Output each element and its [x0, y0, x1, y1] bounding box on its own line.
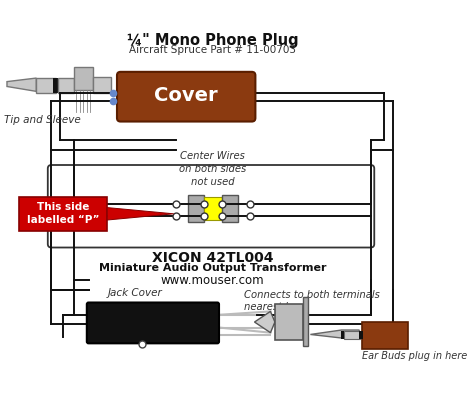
Text: Jack Cover: Jack Cover — [108, 288, 163, 298]
Bar — [359, 331, 363, 339]
Text: Cover: Cover — [155, 86, 218, 105]
Bar — [275, 304, 303, 340]
Text: Ear Buds plug in here: Ear Buds plug in here — [362, 351, 467, 361]
Bar — [303, 297, 308, 346]
Polygon shape — [255, 311, 275, 333]
Bar — [93, 77, 111, 93]
Bar — [57, 78, 73, 93]
Text: This side
labelled “P”: This side labelled “P” — [27, 202, 99, 226]
FancyBboxPatch shape — [117, 72, 255, 121]
Bar — [204, 197, 222, 220]
Bar — [53, 78, 57, 93]
Polygon shape — [310, 330, 359, 338]
Text: XICON 42TL004: XICON 42TL004 — [152, 251, 273, 265]
Polygon shape — [7, 78, 36, 91]
Text: Aircraft Spruce Part # 11-00703: Aircraft Spruce Part # 11-00703 — [129, 45, 296, 55]
Bar — [36, 78, 56, 93]
Bar — [222, 195, 237, 222]
Bar — [188, 195, 204, 222]
Bar — [362, 322, 408, 349]
Text: Miniature Audio Output Transformer: Miniature Audio Output Transformer — [99, 263, 327, 273]
Text: Connects to both terminals
nearest base: Connects to both terminals nearest base — [244, 290, 380, 312]
Text: Tip and Sleeve: Tip and Sleeve — [4, 115, 81, 125]
FancyBboxPatch shape — [18, 197, 107, 231]
Bar — [340, 331, 344, 339]
FancyBboxPatch shape — [87, 303, 219, 343]
Text: ¼" Mono Phone Plug: ¼" Mono Phone Plug — [127, 33, 299, 48]
Bar — [344, 331, 360, 339]
Bar — [73, 68, 93, 90]
Text: www.mouser.com: www.mouser.com — [161, 274, 264, 287]
Text: Center Wires
on both sides
not used: Center Wires on both sides not used — [179, 151, 246, 187]
Polygon shape — [107, 208, 174, 220]
